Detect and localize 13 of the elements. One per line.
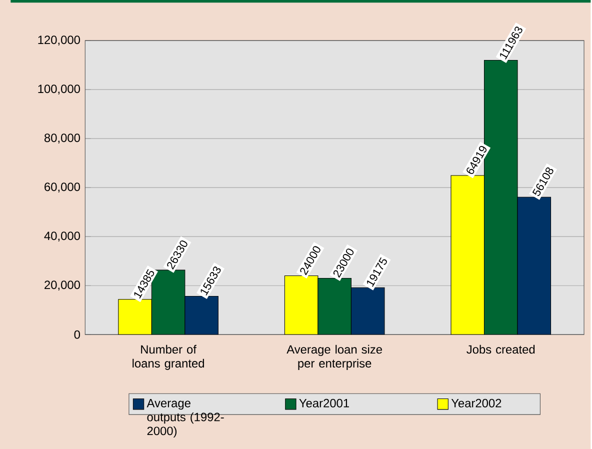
x-tick-label: Jobs created [466,344,535,354]
y-tick-label: 80,000 [44,134,80,144]
y-tick-label: 60,000 [44,182,80,192]
x-tick-label: Number of loans granted [132,344,204,370]
y-tick-label: 100,000 [38,84,80,94]
y-tick-label: 0 [74,330,80,339]
x-tick-label: Average loan size per enterprise [286,344,382,370]
legend-label: Year2002 [451,398,502,408]
legend-label: Year2001 [299,398,349,408]
y-tick-label: 20,000 [44,280,80,290]
legend-label: Average outputs (1992-2000) [146,399,224,438]
y-tick-label: 40,000 [44,232,80,242]
y-tick-label: 120,000 [38,36,80,46]
